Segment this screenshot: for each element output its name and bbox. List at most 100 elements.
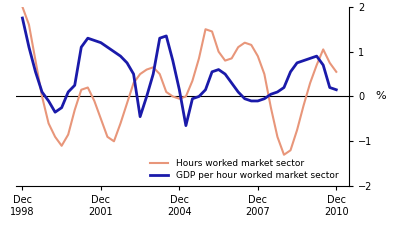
- Hours worked market sector: [295, 129, 299, 131]
- GDP per hour worked market sector: [288, 70, 293, 73]
- GDP per hour worked market sector: [20, 17, 25, 19]
- Hours worked market sector: [275, 136, 280, 138]
- GDP per hour worked market sector: [98, 41, 103, 44]
- Hours worked market sector: [157, 73, 162, 75]
- Hours worked market sector: [262, 73, 267, 75]
- Hours worked market sector: [334, 70, 339, 73]
- GDP per hour worked market sector: [328, 86, 332, 89]
- Hours worked market sector: [33, 59, 38, 62]
- GDP per hour worked market sector: [131, 73, 136, 75]
- Line: GDP per hour worked market sector: GDP per hour worked market sector: [22, 18, 336, 126]
- GDP per hour worked market sector: [59, 106, 64, 109]
- Hours worked market sector: [53, 136, 58, 138]
- Hours worked market sector: [281, 153, 286, 156]
- GDP per hour worked market sector: [151, 73, 156, 75]
- Hours worked market sector: [72, 109, 77, 111]
- Hours worked market sector: [59, 144, 64, 147]
- Hours worked market sector: [85, 86, 90, 89]
- GDP per hour worked market sector: [72, 84, 77, 87]
- Hours worked market sector: [314, 64, 319, 67]
- Hours worked market sector: [92, 100, 97, 102]
- GDP per hour worked market sector: [144, 95, 149, 98]
- GDP per hour worked market sector: [295, 62, 299, 64]
- Hours worked market sector: [197, 57, 201, 60]
- Hours worked market sector: [255, 55, 260, 57]
- Hours worked market sector: [105, 136, 110, 138]
- Hours worked market sector: [321, 48, 326, 51]
- Hours worked market sector: [301, 104, 306, 107]
- Hours worked market sector: [164, 91, 169, 93]
- Hours worked market sector: [236, 46, 241, 49]
- GDP per hour worked market sector: [210, 70, 214, 73]
- GDP per hour worked market sector: [281, 86, 286, 89]
- GDP per hour worked market sector: [334, 88, 339, 91]
- Hours worked market sector: [40, 95, 44, 98]
- GDP per hour worked market sector: [203, 88, 208, 91]
- Hours worked market sector: [20, 5, 25, 8]
- Legend: Hours worked market sector, GDP per hour worked market sector: Hours worked market sector, GDP per hour…: [150, 159, 338, 180]
- GDP per hour worked market sector: [268, 93, 273, 96]
- GDP per hour worked market sector: [216, 68, 221, 71]
- GDP per hour worked market sector: [27, 46, 31, 49]
- Hours worked market sector: [27, 23, 31, 26]
- Hours worked market sector: [268, 106, 273, 109]
- Hours worked market sector: [46, 122, 51, 125]
- Hours worked market sector: [151, 66, 156, 69]
- Hours worked market sector: [308, 82, 312, 84]
- GDP per hour worked market sector: [66, 91, 71, 93]
- GDP per hour worked market sector: [275, 91, 280, 93]
- Hours worked market sector: [66, 133, 71, 136]
- GDP per hour worked market sector: [157, 37, 162, 39]
- Hours worked market sector: [170, 95, 175, 98]
- GDP per hour worked market sector: [197, 95, 201, 98]
- GDP per hour worked market sector: [112, 50, 116, 53]
- Hours worked market sector: [210, 30, 214, 33]
- Hours worked market sector: [249, 44, 254, 46]
- Hours worked market sector: [229, 57, 234, 60]
- Hours worked market sector: [79, 88, 84, 91]
- GDP per hour worked market sector: [138, 115, 143, 118]
- Hours worked market sector: [177, 97, 182, 100]
- Hours worked market sector: [183, 95, 188, 98]
- Hours worked market sector: [328, 62, 332, 64]
- Hours worked market sector: [216, 50, 221, 53]
- Hours worked market sector: [144, 68, 149, 71]
- GDP per hour worked market sector: [236, 91, 241, 93]
- GDP per hour worked market sector: [40, 91, 44, 93]
- Y-axis label: %: %: [376, 91, 386, 101]
- Hours worked market sector: [242, 41, 247, 44]
- Hours worked market sector: [138, 73, 143, 75]
- GDP per hour worked market sector: [46, 100, 51, 102]
- Hours worked market sector: [98, 118, 103, 120]
- Line: Hours worked market sector: Hours worked market sector: [22, 7, 336, 155]
- GDP per hour worked market sector: [53, 111, 58, 114]
- GDP per hour worked market sector: [92, 39, 97, 42]
- GDP per hour worked market sector: [262, 97, 267, 100]
- GDP per hour worked market sector: [125, 62, 129, 64]
- GDP per hour worked market sector: [249, 100, 254, 102]
- GDP per hour worked market sector: [301, 59, 306, 62]
- GDP per hour worked market sector: [105, 46, 110, 49]
- Hours worked market sector: [223, 59, 227, 62]
- GDP per hour worked market sector: [33, 70, 38, 73]
- GDP per hour worked market sector: [242, 97, 247, 100]
- GDP per hour worked market sector: [170, 59, 175, 62]
- GDP per hour worked market sector: [321, 64, 326, 67]
- Hours worked market sector: [131, 82, 136, 84]
- GDP per hour worked market sector: [177, 88, 182, 91]
- GDP per hour worked market sector: [229, 82, 234, 84]
- GDP per hour worked market sector: [85, 37, 90, 39]
- GDP per hour worked market sector: [79, 46, 84, 49]
- Hours worked market sector: [125, 102, 129, 105]
- GDP per hour worked market sector: [118, 55, 123, 57]
- GDP per hour worked market sector: [314, 55, 319, 57]
- Hours worked market sector: [118, 122, 123, 125]
- Hours worked market sector: [112, 140, 116, 143]
- Hours worked market sector: [288, 149, 293, 152]
- Hours worked market sector: [203, 28, 208, 31]
- GDP per hour worked market sector: [255, 100, 260, 102]
- GDP per hour worked market sector: [164, 35, 169, 37]
- Hours worked market sector: [190, 79, 195, 82]
- GDP per hour worked market sector: [223, 73, 227, 75]
- GDP per hour worked market sector: [308, 57, 312, 60]
